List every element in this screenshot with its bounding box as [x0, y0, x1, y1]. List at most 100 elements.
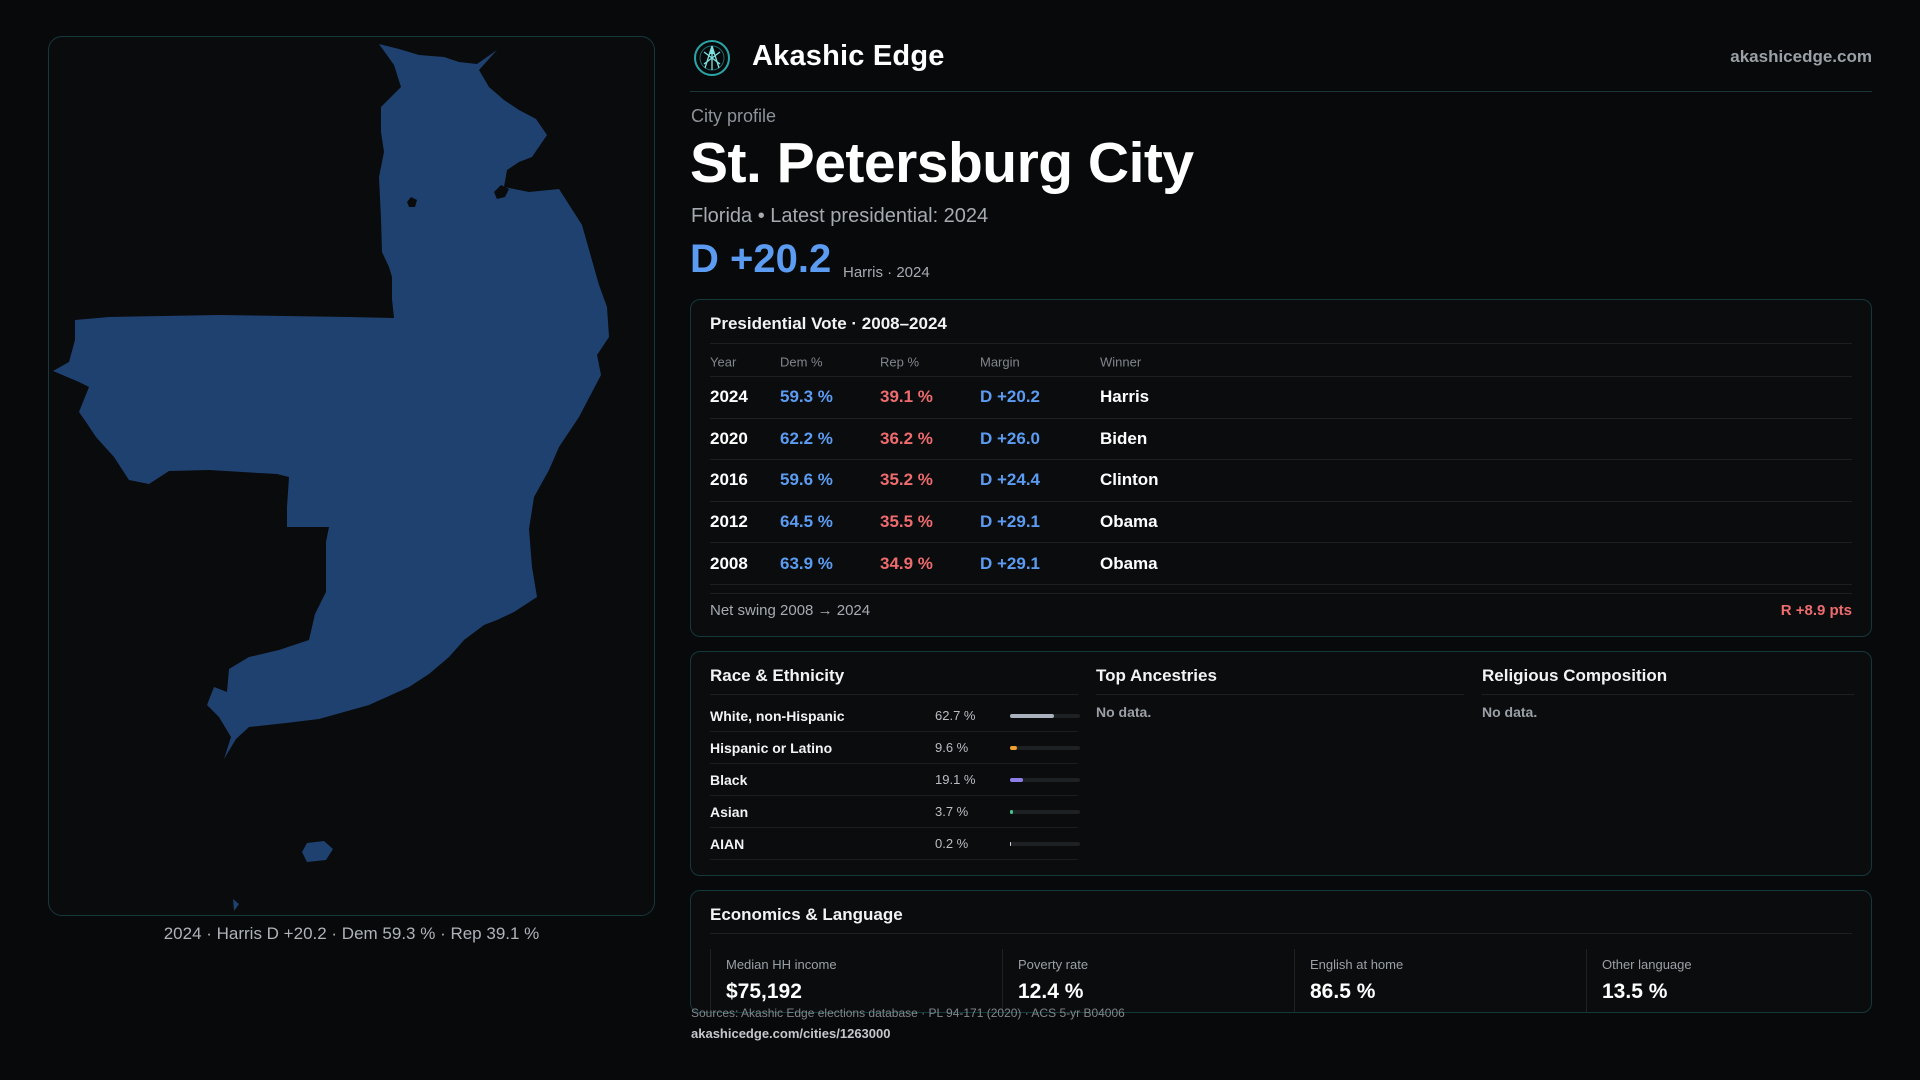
cell-year: 2024: [710, 387, 748, 407]
race-percent: 3.7 %: [935, 804, 969, 819]
stat-label: English at home: [1310, 957, 1404, 972]
cell-dem: 62.2 %: [780, 428, 833, 448]
ancestries-title: Top Ancestries: [1096, 666, 1464, 695]
demographics-card: Race & Ethnicity White, non-Hispanic 62.…: [690, 651, 1872, 876]
table-row: 2012 64.5 % 35.5 % D +29.1 Obama: [710, 502, 1852, 544]
race-bar-fill: [1010, 842, 1011, 846]
stat-label: Poverty rate: [1018, 957, 1089, 972]
stat-value: 86.5 %: [1310, 980, 1376, 1003]
profile-eyebrow: City profile: [691, 106, 777, 126]
header-winner: Winner: [1100, 354, 1142, 370]
stat-label: Median HH income: [726, 957, 837, 972]
stat-other-language: Other language 13.5 %: [1586, 949, 1854, 1012]
header-dem: Dem %: [780, 354, 823, 370]
vote-table: Year Dem % Rep % Margin Winner 2024 59.3…: [710, 348, 1852, 585]
cell-year: 2020: [710, 428, 748, 448]
cell-dem: 59.3 %: [780, 387, 833, 407]
cell-rep: 36.2 %: [880, 428, 933, 448]
net-swing-label: Net swing 2008 → 2024: [710, 602, 871, 619]
map-caption: 2024 · Harris D +20.2 · Dem 59.3 % · Rep…: [163, 924, 540, 943]
header-margin: Margin: [980, 354, 1020, 370]
cell-winner: Clinton: [1100, 470, 1159, 490]
race-bar: [1010, 746, 1080, 750]
race-bar-fill: [1010, 778, 1024, 782]
list-item: White, non-Hispanic 62.7 %: [710, 700, 1080, 732]
header-year: Year: [710, 354, 737, 370]
site-link[interactable]: akashicedge.com: [1730, 47, 1872, 66]
table-row: 2016 59.6 % 35.2 % D +24.4 Clinton: [710, 460, 1852, 502]
religion-empty: No data.: [1482, 704, 1538, 720]
vote-card-title: Presidential Vote · 2008–2024: [710, 314, 947, 333]
cell-rep: 39.1 %: [880, 387, 933, 407]
cell-year: 2012: [710, 512, 748, 532]
race-ethnicity-section: Race & Ethnicity White, non-Hispanic 62.…: [710, 666, 1080, 860]
latest-margin: D +20.2: [690, 237, 832, 281]
city-boundary-shape: [53, 44, 609, 911]
stat-value: $75,192: [726, 980, 802, 1003]
cell-dem: 63.9 %: [780, 553, 833, 573]
table-row: 2008 63.9 % 34.9 % D +29.1 Obama: [710, 543, 1852, 585]
economics-card: Economics & Language Median HH income $7…: [690, 890, 1872, 1013]
economics-title: Economics & Language: [710, 905, 903, 924]
site-header: Akashic Edge akashicedge.com: [690, 34, 1872, 92]
stat-value: 13.5 %: [1602, 980, 1668, 1003]
cell-dem: 59.6 %: [780, 470, 833, 490]
stat-median-income: Median HH income $75,192: [710, 949, 1002, 1012]
cell-margin: D +26.0: [980, 428, 1041, 448]
table-row: 2020 62.2 % 36.2 % D +26.0 Biden: [710, 419, 1852, 461]
race-label: Hispanic or Latino: [710, 740, 833, 756]
divider: [710, 933, 1852, 934]
page-url-link[interactable]: akashicedge.com/cities/1263000: [691, 1026, 891, 1041]
ancestries-empty: No data.: [1096, 704, 1152, 720]
race-bar: [1010, 714, 1080, 718]
divider: [710, 343, 1852, 344]
race-bar: [1010, 778, 1080, 782]
race-label: Black: [710, 772, 748, 788]
cell-margin: D +24.4: [980, 470, 1041, 490]
akashic-emblem-icon[interactable]: [692, 38, 732, 78]
list-item: Asian 3.7 %: [710, 796, 1080, 828]
cell-winner: Harris: [1100, 387, 1150, 407]
list-item: Hispanic or Latino 9.6 %: [710, 732, 1080, 764]
race-bar-fill: [1010, 810, 1013, 814]
stat-english-at-home: English at home 86.5 %: [1294, 949, 1586, 1012]
net-swing-value: R +8.9 pts: [1780, 602, 1852, 619]
cell-winner: Obama: [1100, 553, 1158, 573]
cell-margin: D +29.1: [980, 553, 1041, 573]
race-percent: 62.7 %: [935, 708, 976, 723]
city-boundary-map: [48, 36, 655, 916]
net-swing-row: Net swing 2008 → 2024 R +8.9 pts: [710, 593, 1852, 629]
stat-poverty-rate: Poverty rate 12.4 %: [1002, 949, 1294, 1012]
religion-section: Religious Composition No data.: [1482, 666, 1854, 720]
stat-label: Other language: [1602, 957, 1692, 972]
cell-margin: D +29.1: [980, 512, 1041, 532]
race-title: Race & Ethnicity: [710, 666, 1078, 695]
stat-value: 12.4 %: [1018, 980, 1084, 1003]
page-title: St. Petersburg City: [690, 131, 1194, 195]
list-item: Black 19.1 %: [710, 764, 1080, 796]
cell-year: 2008: [710, 553, 748, 573]
latest-margin-note: Harris · 2024: [843, 264, 930, 281]
race-percent: 9.6 %: [935, 740, 969, 755]
cell-rep: 35.5 %: [880, 512, 933, 532]
cell-margin: D +20.2: [980, 387, 1041, 407]
cell-year: 2016: [710, 470, 748, 490]
race-percent: 0.2 %: [935, 836, 969, 851]
page-subtitle: Florida • Latest presidential: 2024: [691, 205, 989, 227]
sources-note: Sources: Akashic Edge elections database…: [691, 1006, 1125, 1020]
cell-rep: 34.9 %: [880, 553, 933, 573]
presidential-vote-card: Presidential Vote · 2008–2024 Year Dem %…: [690, 299, 1872, 637]
race-bar: [1010, 842, 1080, 846]
cell-dem: 64.5 %: [780, 512, 833, 532]
ancestries-section: Top Ancestries No data.: [1096, 666, 1464, 720]
header-rep: Rep %: [880, 354, 920, 370]
table-row: 2024 59.3 % 39.1 % D +20.2 Harris: [710, 377, 1852, 419]
brand-name[interactable]: Akashic Edge: [752, 40, 945, 72]
religion-title: Religious Composition: [1482, 666, 1854, 695]
race-label: AIAN: [710, 836, 745, 852]
cell-rep: 35.2 %: [880, 470, 933, 490]
race-label: White, non-Hispanic: [710, 708, 845, 724]
race-bar-fill: [1010, 714, 1054, 718]
race-bar: [1010, 810, 1080, 814]
list-item: AIAN 0.2 %: [710, 828, 1080, 860]
